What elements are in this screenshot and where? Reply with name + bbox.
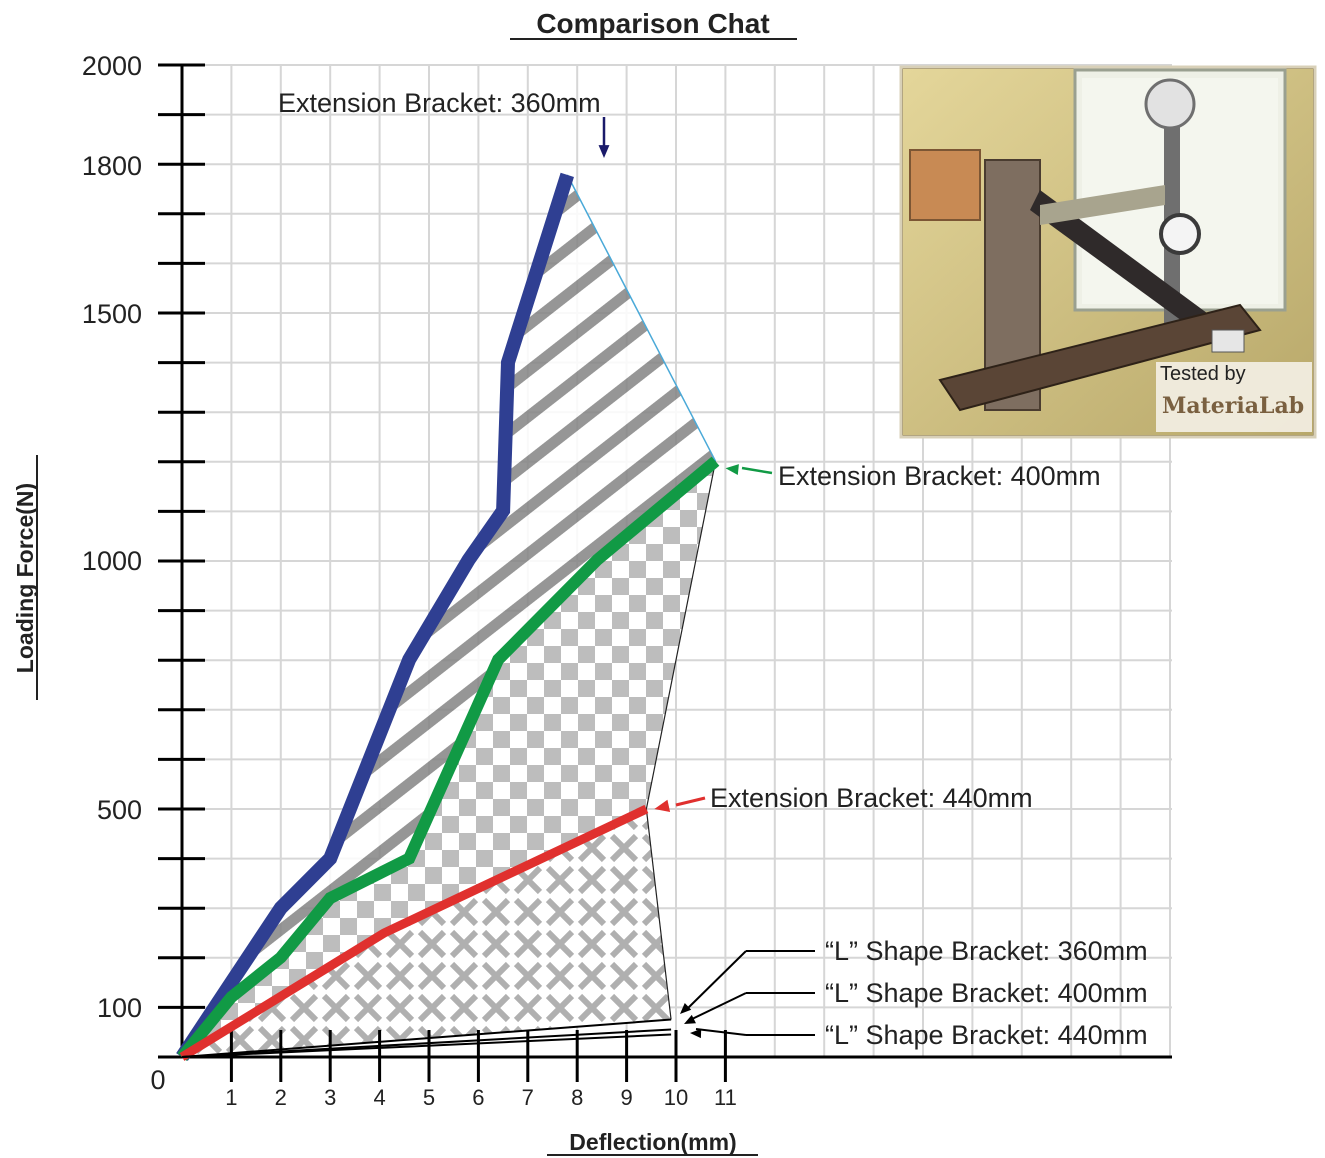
connector-440-l (645, 808, 672, 1020)
series-line-3 (179, 804, 649, 1061)
photo-base-beam (938, 303, 1262, 412)
series-line-1 (176, 172, 574, 1061)
y-tick-label: 100 (97, 993, 142, 1023)
photo-meter (1211, 329, 1245, 353)
x-tick-label: 6 (472, 1085, 484, 1110)
x-tick-label: 11 (714, 1085, 737, 1110)
annotation-arrow-line (695, 1028, 747, 1036)
series-annotation-label: “L” Shape Bracket: 440mm (825, 1020, 1148, 1050)
photo-brand: MateriaLab (1162, 393, 1304, 419)
y-tick-label: 2000 (82, 51, 142, 81)
series-lines (176, 172, 720, 1061)
y-tick-labels: 0 100 500 1000 1500 1800 2000 (82, 51, 166, 1095)
series-annotation-label: Extension Bracket: 440mm (710, 783, 1033, 813)
x-tick-label: 8 (571, 1085, 583, 1110)
series-line-2 (177, 456, 720, 1061)
annotation-arrowhead (654, 799, 671, 812)
x-tick-labels: 1 2 3 4 5 6 7 8 9 10 11 (225, 1085, 737, 1110)
photo-diagonal-bracket (1030, 190, 1230, 345)
annotation-arrowhead (725, 464, 739, 475)
annotation-arrowhead (684, 1014, 696, 1024)
series-annotation-label: Extension Bracket: 400mm (778, 461, 1101, 491)
x-tick-label: 5 (423, 1085, 435, 1110)
x-tick-label: 2 (275, 1085, 287, 1110)
annotation-arrowhead (680, 1002, 692, 1014)
x-tick-label: 7 (522, 1085, 534, 1110)
series-annotation-label: “L” Shape Bracket: 360mm (825, 936, 1148, 966)
shade-region-360-400 (182, 174, 716, 1057)
series-line-4 (181, 1018, 672, 1058)
y-axis-title: Loading Force(N) (12, 483, 38, 673)
series-line-6 (181, 1033, 672, 1058)
annotation-arrow-line (675, 796, 706, 807)
chart-title: Comparison Chat (536, 8, 769, 39)
photo-box (909, 149, 981, 221)
photo-caption: Tested by (1160, 363, 1246, 385)
annotation-arrowhead (690, 1028, 702, 1039)
test-photo: Tested by MateriaLab (899, 65, 1317, 439)
annotation-arrow-line (689, 992, 747, 1021)
series-annotations: Extension Bracket: 360mm Extension Bracke… (278, 88, 1148, 1050)
y-tick-label: 0 (150, 1065, 165, 1095)
x-tick-label: 3 (324, 1085, 336, 1110)
annotation-arrow-line (685, 950, 747, 1011)
x-axis-title: Deflection(mm) (569, 1129, 736, 1155)
shaded-areas (182, 174, 717, 1057)
photo-arm (1040, 185, 1165, 225)
annotation-arrowhead (598, 145, 610, 158)
x-tick-label: 4 (373, 1085, 385, 1110)
y-tick-label: 1000 (82, 546, 142, 576)
x-tick-label: 1 (225, 1085, 237, 1110)
photo-caption-box (1156, 362, 1312, 432)
y-tick-label: 1500 (82, 299, 142, 329)
connector-360-400 (566, 174, 717, 462)
x-tick-label: 9 (620, 1085, 632, 1110)
series-annotation-label: “L” Shape Bracket: 400mm (825, 978, 1148, 1008)
photo-load-cell (1144, 78, 1196, 130)
series-annotation-label: Extension Bracket: 360mm (278, 88, 601, 118)
shade-region-400-440 (182, 461, 716, 1057)
x-tick-label: 10 (664, 1085, 688, 1110)
y-tick-label: 1800 (82, 151, 142, 181)
photo-dial-gauge (1159, 213, 1201, 255)
annotation-arrow-line (741, 466, 773, 475)
connector-400-440 (645, 461, 717, 810)
shade-region-440-l (182, 809, 672, 1057)
y-tick-label: 500 (97, 795, 142, 825)
